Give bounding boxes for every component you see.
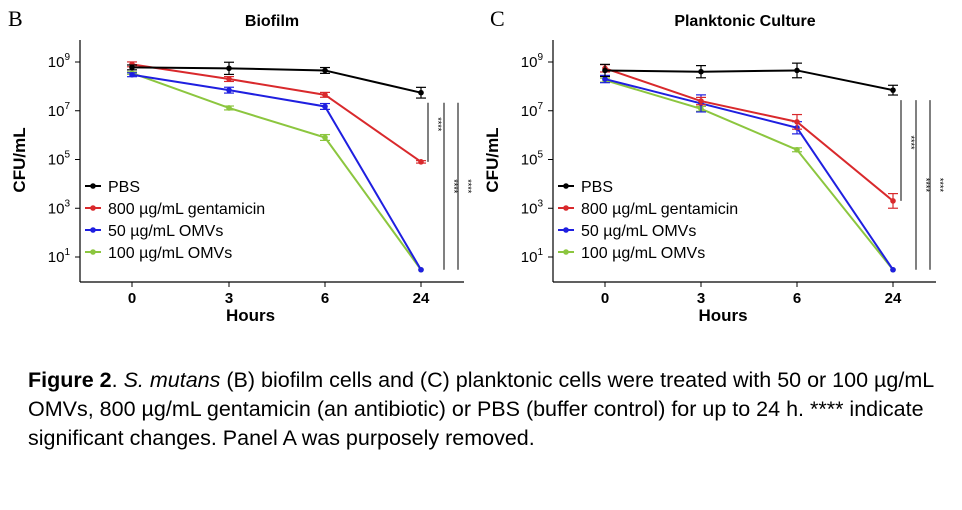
panel-b-series-800-g-ml-gentamicin-point	[322, 92, 328, 98]
panel-c-y-tick-label: 105	[521, 150, 544, 169]
panel-b-x-tick-label: 24	[413, 290, 430, 307]
panel-b-series-pbs-point	[226, 65, 232, 72]
panel-c-y-tick-label: 107	[521, 101, 544, 120]
panel-c-legend-100-g-ml-omvs-label: 100 µg/mL OMVs	[581, 245, 705, 262]
panel-c-legend-100-g-ml-omvs-marker	[563, 249, 569, 255]
panel-c-series-100-g-ml-omvs-point	[794, 147, 800, 153]
panel-b-series-100-g-ml-omvs-point	[322, 134, 328, 141]
panel-c-series-pbs-point	[794, 67, 800, 74]
panel-b-legend-pbs-label: PBS	[108, 179, 140, 196]
panel-c-legend-pbs-label: PBS	[581, 179, 613, 196]
panel-c-significance-label: ****	[935, 178, 945, 193]
panel-b-letter: B	[8, 6, 23, 31]
panel-b-significance-label: ****	[463, 179, 473, 194]
panel-b-series-50-g-ml-omvs-point	[322, 103, 328, 110]
panel-c-legend-50-g-ml-omvs-label: 50 µg/mL OMVs	[581, 223, 696, 240]
panel-b-series-100-g-ml-omvs-line	[131, 72, 422, 271]
caption-species: S. mutans	[123, 368, 221, 392]
panel-b-series-pbs-point	[129, 64, 135, 71]
panel-c-y-axis-label: CFU/mL	[483, 127, 502, 192]
panel-b-y-tick-label: 107	[48, 101, 71, 120]
panel-b-y-axis-label: CFU/mL	[10, 127, 29, 192]
panel-c-legend-50-g-ml-omvs-marker	[563, 227, 569, 233]
figure-panels: B Biofilm 101 103 105 107 109 0 3 6 24 Hours CFU/mL *…	[8, 6, 945, 325]
panel-b-series-100-g-ml-omvs-point	[226, 105, 232, 111]
caption-text-2: (B) biofilm cells and (C) planktonic cel…	[28, 368, 934, 450]
panel-c-x-axis-label: Hours	[698, 306, 747, 325]
panel-b-series-50-g-ml-omvs-point	[129, 71, 135, 78]
panel-b-significance-label: ****	[433, 117, 443, 132]
panel-c-x-tick-label: 24	[885, 290, 902, 307]
panel-b-x-tick-label: 6	[321, 290, 329, 307]
panel-b-y-tick-label: 109	[48, 52, 71, 71]
panel-b-significance-label: ****	[449, 179, 459, 194]
panel-c-legend-pbs-marker	[563, 183, 569, 189]
panel-b-series-800-g-ml-gentamicin-point	[418, 159, 424, 165]
panel-b-series-50-g-ml-omvs-line	[131, 73, 422, 271]
panel-c-series-50-g-ml-omvs-line	[604, 78, 894, 271]
panel-c-legend-800-g-ml-gentamicin-label: 800 µg/mL gentamicin	[581, 201, 738, 218]
panel-c-series-pbs-point	[698, 68, 704, 75]
panel-c-series-800-g-ml-gentamicin-line	[604, 67, 894, 202]
panel-b-series-pbs-point	[418, 89, 424, 96]
panel-c-series-pbs-point	[890, 87, 896, 93]
panel-b-legend-100-g-ml-omvs-marker	[90, 249, 96, 255]
panel-c-series-800-g-ml-gentamicin-point	[794, 119, 800, 125]
panel-b-series-pbs-line	[131, 66, 422, 94]
panel-c-x-tick-label: 0	[601, 290, 609, 307]
panel-b-series-800-g-ml-gentamicin-point	[226, 76, 232, 82]
panel-b-y-tick-label: 105	[48, 150, 71, 169]
panel-c-title: Planktonic Culture	[674, 13, 815, 30]
panel-c-series-800-g-ml-gentamicin-point	[698, 98, 704, 104]
panel-c-x-tick-label: 3	[697, 290, 705, 307]
panel-c-series-100-g-ml-omvs-line	[604, 79, 894, 271]
panel-c-y-tick-label: 101	[521, 247, 544, 266]
panel-b-series-50-g-ml-omvs-point	[418, 266, 424, 273]
panel-b-legend-800-g-ml-gentamicin-marker	[90, 205, 96, 211]
panel-b-x-axis-label: Hours	[226, 306, 275, 325]
panel-c-series-800-g-ml-gentamicin-point	[890, 198, 896, 204]
caption-label: Figure 2	[28, 368, 112, 392]
panel-c-significance-label: ****	[906, 136, 916, 151]
caption-text-1: .	[111, 368, 124, 392]
panel-b-title: Biofilm	[245, 13, 299, 30]
panel-b-legend-100-g-ml-omvs-label: 100 µg/mL OMVs	[108, 245, 232, 262]
panel-b-legend-pbs-marker	[90, 183, 96, 189]
panel-b-legend-50-g-ml-omvs-label: 50 µg/mL OMVs	[108, 223, 223, 240]
panel-c-significance-label: ****	[921, 178, 931, 193]
panel-b-y-tick-label: 103	[48, 198, 71, 217]
panel-b-x-tick-label: 0	[128, 290, 136, 307]
panel-c-series-50-g-ml-omvs-point	[602, 76, 608, 82]
panel-b-legend-50-g-ml-omvs-marker	[90, 227, 96, 233]
panel-c-x-tick-label: 6	[793, 290, 801, 307]
panel-c-legend-800-g-ml-gentamicin-marker	[563, 205, 569, 211]
panel-c-series-pbs-line	[604, 69, 894, 92]
figure-caption: Figure 2. S. mutans (B) biofilm cells an…	[28, 366, 943, 453]
panel-b-x-tick-label: 3	[225, 290, 233, 307]
panel-b-series-pbs-point	[322, 67, 328, 74]
panel-c-y-tick-label: 103	[521, 198, 544, 217]
panel-c-series-pbs-point	[602, 67, 608, 74]
panel-b-series-800-g-ml-gentamicin-line	[131, 63, 422, 163]
panel-c-y-tick-label: 109	[521, 52, 544, 71]
panel-c-letter: C	[490, 6, 505, 31]
panel-b-y-tick-label: 101	[48, 247, 71, 266]
panel-b-legend-800-g-ml-gentamicin-label: 800 µg/mL gentamicin	[108, 201, 265, 218]
panel-c-series-50-g-ml-omvs-point	[890, 266, 896, 273]
panel-b-series-50-g-ml-omvs-point	[226, 87, 232, 93]
